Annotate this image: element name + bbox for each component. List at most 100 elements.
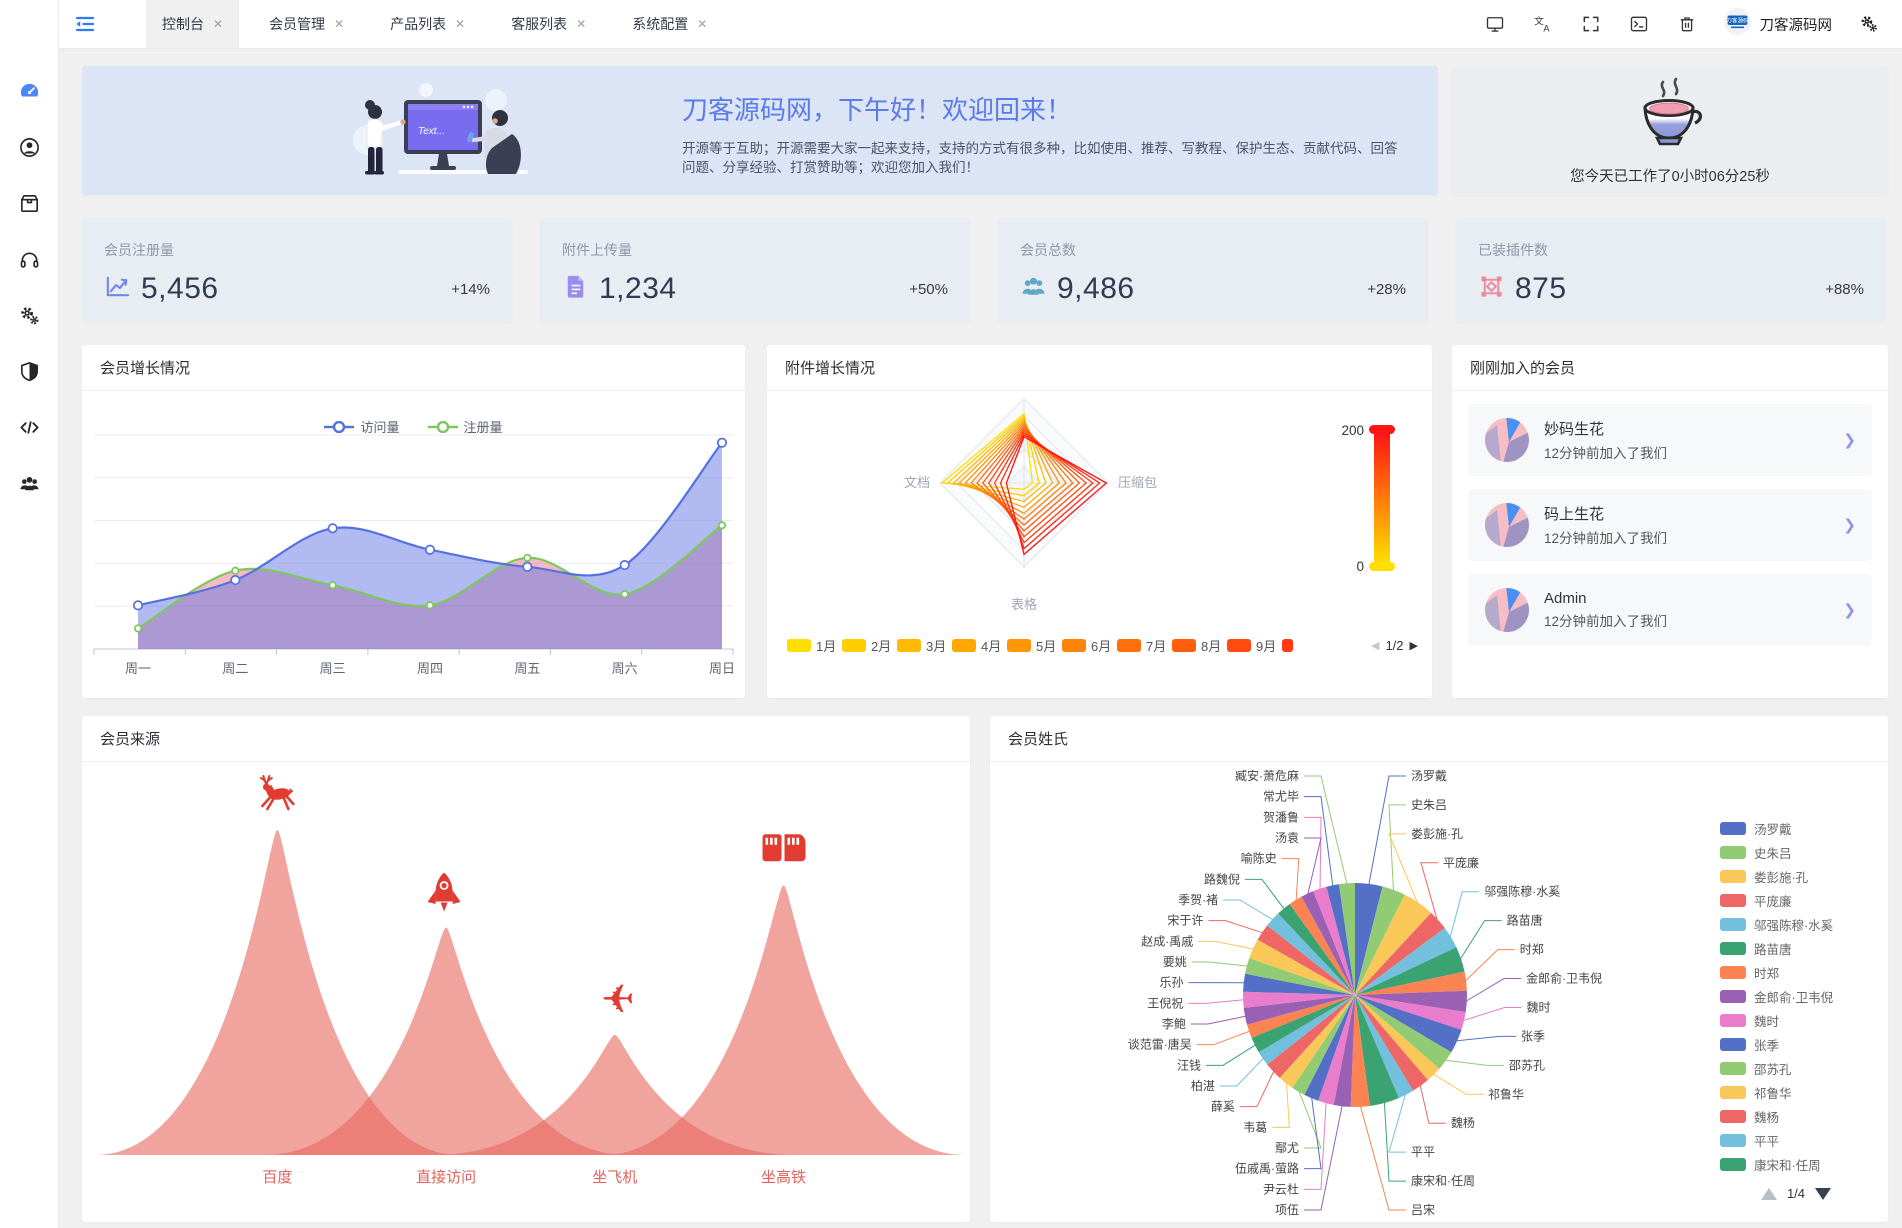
member-growth-card: 会员增长情况 访问量 注册量 周一 周二 周三 周四 周五 周六 周日 [82,345,745,698]
radar-legend-item-8月[interactable]: 8月 [1172,636,1227,655]
terminal-icon[interactable] [1628,13,1650,35]
member-growth-chart: 周一 周二 周三 周四 周五 周六 周日 [93,434,735,676]
user-menu[interactable]: 刀客源码 刀客源码网 [1723,8,1832,40]
plane-icon: ✈ [601,978,635,1022]
pie-legend-prev-icon[interactable] [1760,1187,1777,1200]
sidebar-item-dashboard[interactable] [0,66,58,122]
svg-text:路苗唐: 路苗唐 [1507,913,1543,928]
welcome-banner: Text... 刀客源码网，下午好！欢迎回来！ 开源等于互助；开源需要大家一起来… [82,66,1438,195]
stat-value: 1,234 [599,272,677,305]
menu-collapse-icon[interactable] [72,11,98,37]
train-icon [762,834,806,862]
tab-close-icon[interactable]: ✕ [213,17,224,31]
card-title: 会员姓氏 [990,716,1888,762]
radar-legend-item-clipped[interactable] [1282,638,1298,652]
pie-legend-item-史朱吕[interactable]: 史朱吕 [1720,840,1872,864]
pie-legend-item-邬强陈穆·水奚[interactable]: 邬强陈穆·水奚 [1720,912,1872,936]
radar-legend-item-7月[interactable]: 7月 [1117,636,1172,655]
sidebar-item-support[interactable] [0,234,58,290]
radar-legend-item-5月[interactable]: 5月 [1007,636,1062,655]
svg-text:吕宋: 吕宋 [1411,1202,1435,1217]
card-title: 附件增长情况 [767,345,1432,391]
pie-legend-item-邵苏孔[interactable]: 邵苏孔 [1720,1056,1872,1080]
svg-text:金郎俞·卫韦倪: 金郎俞·卫韦倪 [1526,971,1602,986]
tab-system-config[interactable]: 系统配置 ✕ [616,0,723,48]
pie-legend-item-路苗唐[interactable]: 路苗唐 [1720,936,1872,960]
member-surnames-card: 会员姓氏 汤罗戴 史朱吕 娄彭施·孔 平庞廉 邬强陈穆·水奚 路苗唐 时郑 金郎俞·卫韦倪 魏时… [990,716,1888,1222]
sidebar-item-team[interactable] [0,458,58,514]
pie-legend-item-魏时[interactable]: 魏时 [1720,1008,1872,1032]
pie-legend-item-汤罗戴[interactable]: 汤罗戴 [1720,816,1872,840]
legend-item-注册量[interactable]: 注册量 [427,417,503,436]
radar-legend-item-9月[interactable]: 9月 [1227,636,1282,655]
member-sources-chart: 百度 直接访问 ✈ 坐飞机 坐高铁 [95,775,966,1186]
radar-legend-item-6月[interactable]: 6月 [1062,636,1117,655]
chevron-right-icon[interactable]: ❯ [1843,517,1856,534]
pie-legend-item-金郎俞·卫韦倪[interactable]: 金郎俞·卫韦倪 [1720,984,1872,1008]
tab-close-icon[interactable]: ✕ [576,17,587,31]
svg-text:常尤毕: 常尤毕 [1263,790,1299,804]
svg-text:王倪祝: 王倪祝 [1147,996,1183,1010]
settings-gear-icon[interactable] [1858,13,1880,35]
svg-text:柏湛: 柏湛 [1191,1078,1215,1093]
tab-member-management[interactable]: 会员管理 ✕ [253,0,360,48]
member-list-item[interactable]: 妙码生花 12分钟前加入了我们 ❯ [1468,404,1872,476]
pie-legend-item-时郑[interactable]: 时郑 [1720,960,1872,984]
card-title: 刚刚加入的会员 [1452,345,1888,391]
pie-legend-item-祁鲁华[interactable]: 祁鲁华 [1720,1080,1872,1104]
trash-icon[interactable] [1676,13,1698,35]
pie-legend-item-魏杨[interactable]: 魏杨 [1720,1104,1872,1128]
radar-legend-prev-icon[interactable]: ◀ [1370,639,1380,652]
radar-legend: 1月 2月 3月 4月 5月 6月 7月 8月 9月 ◀ 1/2 ▶ [787,634,1418,656]
tab-close-icon[interactable]: ✕ [697,17,708,31]
svg-text:乐孙: 乐孙 [1160,976,1184,990]
legend-item-访问量[interactable]: 访问量 [324,417,400,436]
member-join-time: 12分钟前加入了我们 [1544,614,1668,629]
stat-card-registrations: 会员注册量 5,456 +14% [82,218,512,322]
pie-legend-item-康宋和·任周[interactable]: 康宋和·任周 [1720,1152,1872,1176]
member-list-item[interactable]: 码上生花 12分钟前加入了我们 ❯ [1468,489,1872,561]
tab-console[interactable]: 控制台 ✕ [146,0,240,48]
svg-text:周五: 周五 [514,661,540,676]
monitor-icon[interactable] [1484,13,1506,35]
avatar [1484,502,1530,548]
fullscreen-icon[interactable] [1580,13,1602,35]
sidebar [0,0,58,1228]
tab-label: 系统配置 [632,16,689,32]
pie-legend-item-张季[interactable]: 张季 [1720,1032,1872,1056]
tab-close-icon[interactable]: ✕ [455,17,466,31]
radar-legend-item-2月[interactable]: 2月 [842,636,897,655]
tab-product-list[interactable]: 产品列表 ✕ [374,0,481,48]
radar-legend-item-1月[interactable]: 1月 [787,636,842,655]
shield-icon [18,360,41,388]
sidebar-item-code[interactable] [0,402,58,458]
sidebar-item-products[interactable] [0,178,58,234]
member-list-item[interactable]: Admin 12分钟前加入了我们 ❯ [1468,574,1872,646]
stat-card-uploads: 附件上传量 1,234 +50% [540,218,970,322]
radar-legend-item-3月[interactable]: 3月 [897,636,952,655]
tab-close-icon[interactable]: ✕ [334,17,345,31]
svg-text:路魏倪: 路魏倪 [1204,871,1240,886]
radar-legend-next-icon[interactable]: ▶ [1409,639,1418,652]
chevron-right-icon[interactable]: ❯ [1843,432,1856,449]
pie-legend-item-娄彭施·孔[interactable]: 娄彭施·孔 [1720,864,1872,888]
pie-legend-page: 1/4 [1786,1186,1806,1201]
svg-text:邵苏孔: 邵苏孔 [1509,1058,1545,1072]
sidebar-item-security[interactable] [0,346,58,402]
pie-legend-item-平平[interactable]: 平平 [1720,1128,1872,1152]
headphones-icon [18,248,41,276]
dashboard-icon [18,80,41,108]
pie-legend-item-平庞廉[interactable]: 平庞廉 [1720,888,1872,912]
pie-legend-next-icon[interactable] [1815,1187,1832,1200]
sidebar-item-settings[interactable] [0,290,58,346]
growth-chart-legend: 访问量 注册量 [82,417,745,436]
radar-legend-item-4月[interactable]: 4月 [952,636,1007,655]
svg-text:周二: 周二 [222,661,248,676]
member-join-time: 12分钟前加入了我们 [1544,531,1668,546]
chevron-right-icon[interactable]: ❯ [1843,602,1856,619]
code-icon [18,416,41,444]
tab-support-list[interactable]: 客服列表 ✕ [495,0,602,48]
coffee-cup-icon [1627,76,1713,159]
sidebar-item-members[interactable] [0,122,58,178]
